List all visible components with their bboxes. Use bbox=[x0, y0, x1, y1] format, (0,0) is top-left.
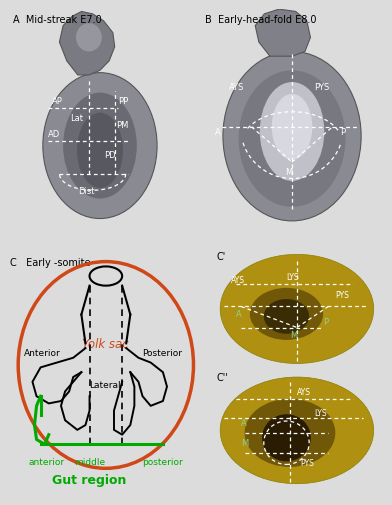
Ellipse shape bbox=[63, 93, 137, 199]
Text: A: A bbox=[215, 128, 220, 136]
Text: PD: PD bbox=[103, 151, 115, 160]
Text: C': C' bbox=[217, 251, 226, 261]
Text: PYS: PYS bbox=[335, 290, 349, 299]
Ellipse shape bbox=[220, 255, 374, 364]
Text: AD: AD bbox=[48, 130, 61, 139]
Text: M: M bbox=[290, 331, 297, 340]
Text: C   Early -somite: C Early -somite bbox=[10, 258, 91, 267]
Ellipse shape bbox=[220, 377, 374, 484]
Text: PYS: PYS bbox=[314, 83, 329, 92]
Text: anterior: anterior bbox=[28, 457, 65, 466]
Text: M: M bbox=[241, 438, 249, 447]
Text: PM: PM bbox=[116, 121, 129, 129]
Text: A: A bbox=[241, 419, 247, 428]
Text: AYS: AYS bbox=[230, 275, 245, 284]
Polygon shape bbox=[60, 13, 115, 76]
Text: A  Mid-streak E7.0: A Mid-streak E7.0 bbox=[13, 15, 102, 25]
Text: PYS: PYS bbox=[300, 458, 314, 467]
Text: B  Early-head-fold E8.0: B Early-head-fold E8.0 bbox=[205, 15, 317, 25]
Ellipse shape bbox=[245, 399, 335, 467]
Text: A: A bbox=[236, 310, 241, 319]
Text: C'': C'' bbox=[217, 372, 229, 382]
Ellipse shape bbox=[43, 74, 157, 219]
Text: M: M bbox=[285, 168, 292, 176]
Text: AYS: AYS bbox=[229, 83, 245, 92]
Ellipse shape bbox=[223, 53, 361, 221]
Text: Yolk sac: Yolk sac bbox=[82, 337, 129, 350]
Text: Gut region: Gut region bbox=[53, 473, 127, 486]
Text: Anterior: Anterior bbox=[24, 348, 61, 358]
Ellipse shape bbox=[262, 415, 311, 462]
Text: LYS: LYS bbox=[287, 273, 299, 282]
Polygon shape bbox=[255, 10, 310, 57]
Ellipse shape bbox=[250, 288, 323, 340]
Ellipse shape bbox=[272, 94, 312, 161]
Text: PP: PP bbox=[118, 97, 129, 106]
Text: P: P bbox=[323, 317, 328, 326]
Ellipse shape bbox=[260, 83, 324, 181]
Text: middle: middle bbox=[74, 457, 105, 466]
Text: AYS: AYS bbox=[297, 388, 311, 396]
Text: Posterior: Posterior bbox=[143, 348, 183, 358]
Text: Dist: Dist bbox=[78, 186, 94, 195]
Text: LYS: LYS bbox=[314, 409, 327, 418]
Ellipse shape bbox=[264, 299, 309, 334]
Ellipse shape bbox=[239, 71, 345, 208]
Ellipse shape bbox=[76, 24, 102, 53]
Text: P: P bbox=[340, 128, 345, 136]
Ellipse shape bbox=[77, 114, 123, 188]
Text: AP: AP bbox=[52, 97, 63, 106]
Text: Lat: Lat bbox=[71, 114, 83, 123]
Text: Lateral: Lateral bbox=[89, 380, 121, 389]
Text: posterior: posterior bbox=[143, 457, 183, 466]
